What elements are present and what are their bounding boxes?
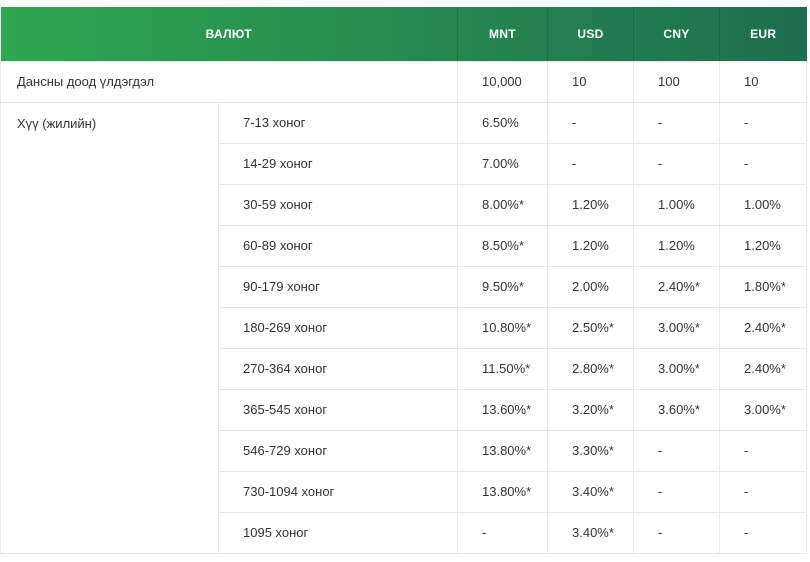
rate-cell: 6.50% — [457, 101, 548, 144]
period-label: 7-13 хоног — [218, 101, 458, 144]
interest-group-label: Хүү (жилийн) — [0, 101, 219, 554]
rate-cell: 7.00% — [457, 142, 548, 185]
rate-cell: 8.50%* — [457, 224, 548, 267]
period-label: 730-1094 хоног — [218, 470, 458, 513]
rate-cell: 3.40%* — [547, 511, 634, 554]
rate-cell: - — [547, 101, 634, 144]
rate-cell: 8.00%* — [457, 183, 548, 226]
header-col-usd: USD — [547, 7, 634, 61]
rate-cell: 13.80%* — [457, 429, 548, 472]
rate-cell: 3.00%* — [633, 306, 720, 349]
rate-cell: 3.00%* — [719, 388, 807, 431]
rate-cell: 10.80%* — [457, 306, 548, 349]
rate-cell: - — [719, 429, 807, 472]
interest-row: 546-729 хоног 13.80%* 3.30%* - - — [1, 429, 807, 472]
rate-cell: 3.00%* — [633, 347, 720, 390]
rate-cell: 1.00% — [633, 183, 720, 226]
rate-cell: 3.60%* — [633, 388, 720, 431]
period-label: 546-729 хоног — [218, 429, 458, 472]
period-label: 90-179 хоног — [218, 265, 458, 308]
min-balance-cny: 100 — [633, 60, 720, 103]
rate-cell: 3.30%* — [547, 429, 634, 472]
rate-cell: 2.40%* — [719, 347, 807, 390]
rate-cell: 13.60%* — [457, 388, 548, 431]
interest-row: 30-59 хоног 8.00%* 1.20% 1.00% 1.00% — [1, 183, 807, 226]
header-col-mnt: MNT — [457, 7, 548, 61]
min-balance-mnt: 10,000 — [457, 60, 548, 103]
rate-cell: - — [547, 142, 634, 185]
period-label: 365-545 хоног — [218, 388, 458, 431]
rate-cell: - — [457, 511, 548, 554]
table-body: Дансны доод үлдэгдэл 10,000 10 100 10 Хү… — [0, 60, 807, 554]
header-col-eur: EUR — [719, 7, 807, 61]
rate-cell: 11.50%* — [457, 347, 548, 390]
header-col-cny: CNY — [633, 7, 720, 61]
rate-cell: - — [719, 142, 807, 185]
interest-row: 90-179 хоног 9.50%* 2.00% 2.40%* 1.80%* — [1, 265, 807, 308]
rate-cell: - — [719, 101, 807, 144]
interest-row: 60-89 хоног 8.50%* 1.20% 1.20% 1.20% — [1, 224, 807, 267]
period-label: 180-269 хоног — [218, 306, 458, 349]
rate-cell: 2.40%* — [719, 306, 807, 349]
interest-row: 1095 хоног -3.40%* - - — [1, 511, 807, 554]
rate-cell: 1.20% — [547, 224, 634, 267]
rate-cell: 3.40%* — [547, 470, 634, 513]
min-balance-row: Дансны доод үлдэгдэл 10,000 10 100 10 — [0, 60, 807, 103]
min-balance-eur: 10 — [719, 60, 807, 103]
min-balance-label: Дансны доод үлдэгдэл — [0, 60, 458, 103]
period-label: 1095 хоног — [218, 511, 458, 554]
table-header-row: ВАЛЮТ MNT USD CNY EUR — [0, 7, 807, 61]
rate-cell: 2.50%* — [547, 306, 634, 349]
rate-cell: 1.80%* — [719, 265, 807, 308]
rate-cell: - — [633, 142, 720, 185]
interest-row: 730-1094 хоног 13.80%* 3.40%* - - — [1, 470, 807, 513]
rate-cell: - — [719, 470, 807, 513]
rate-cell: 1.00% — [719, 183, 807, 226]
interest-row: Хүү (жилийн) 7-13 хоног 6.50% - - - — [0, 101, 807, 554]
interest-row: 180-269 хоног 10.80%* 2.50%* 3.00%* 2.40%* — [1, 306, 807, 349]
period-label: 60-89 хоног — [218, 224, 458, 267]
rate-cell: 3.20%* — [547, 388, 634, 431]
rate-cell: 9.50%* — [457, 265, 548, 308]
period-label: 30-59 хоног — [218, 183, 458, 226]
min-balance-usd: 10 — [547, 60, 634, 103]
rate-cell: 1.20% — [719, 224, 807, 267]
rate-cell: - — [633, 470, 720, 513]
rate-cell: - — [633, 511, 720, 554]
rate-cell: 1.20% — [547, 183, 634, 226]
rate-cell: 2.40%* — [633, 265, 720, 308]
rate-cell: 2.80%* — [547, 347, 634, 390]
rate-cell: 1.20% — [633, 224, 720, 267]
interest-row: 365-545 хоног 13.60%* 3.20%* 3.60%* 3.00%* — [1, 388, 807, 431]
rate-cell: 2.00% — [547, 265, 634, 308]
rate-cell: - — [633, 101, 720, 144]
interest-row: 270-364 хоног 11.50%* 2.80%* 3.00%* 2.40%* — [1, 347, 807, 390]
header-currency-label: ВАЛЮТ — [205, 26, 252, 41]
deposit-rates-table: ВАЛЮТ MNT USD CNY EUR Дансны доод үлдэгд… — [0, 7, 807, 554]
rate-cell: - — [719, 511, 807, 554]
rate-cell: 13.80%* — [457, 470, 548, 513]
interest-row: 14-29 хоног 7.00% - - - — [1, 142, 807, 185]
rate-cell: - — [633, 429, 720, 472]
period-label: 14-29 хоног — [218, 142, 458, 185]
period-label: 270-364 хоног — [218, 347, 458, 390]
